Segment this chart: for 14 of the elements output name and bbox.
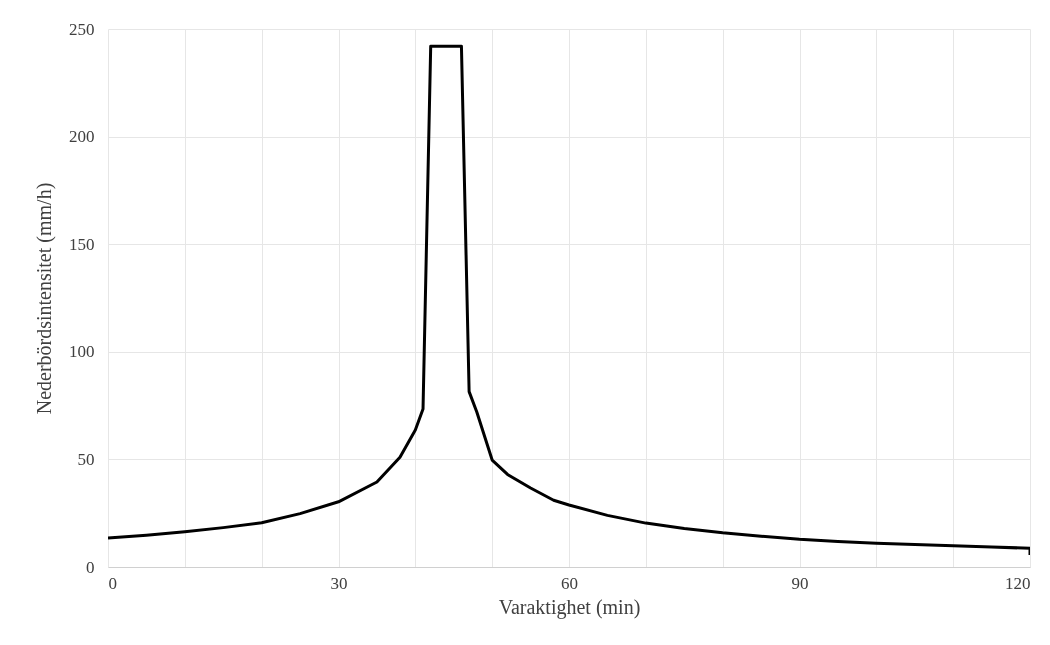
x-tick-label: 60 (561, 573, 578, 593)
y-axis-title: Nederbördsintensitet (mm/h) (33, 182, 56, 415)
y-tick-label: 0 (86, 557, 95, 577)
x-tick-label: 120 (1005, 573, 1031, 593)
x-axis-title: Varaktighet (min) (498, 595, 641, 619)
line-series (108, 44, 1030, 557)
y-tick-label: 150 (69, 234, 95, 254)
y-tick-label: 200 (69, 127, 95, 147)
y-tick-label: 100 (69, 342, 95, 362)
x-tick-label: 30 (330, 573, 348, 593)
x-tick-label: 90 (791, 573, 809, 593)
x-tick-label: 0 (108, 573, 117, 593)
y-tick-label: 250 (69, 19, 95, 39)
y-tick-label: 50 (77, 449, 95, 469)
